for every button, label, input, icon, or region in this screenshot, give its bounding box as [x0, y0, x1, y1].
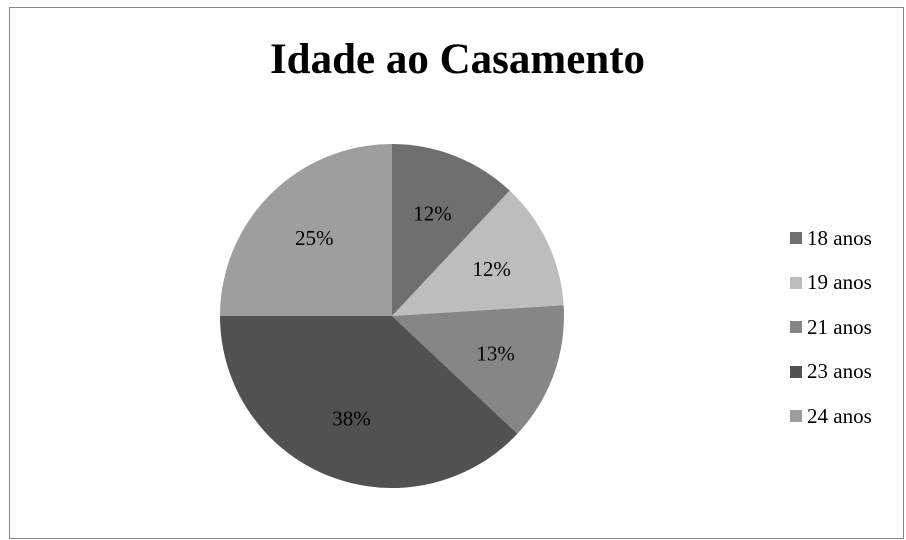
chart-title: Idade ao Casamento: [269, 36, 646, 83]
pie-slice: [392, 144, 510, 316]
legend-label: 24 anos: [807, 403, 872, 428]
legend-item: 19 anos: [790, 261, 872, 306]
legend-swatch: [790, 410, 802, 423]
legend-swatch: [790, 232, 802, 245]
legend-label: 23 anos: [807, 359, 872, 384]
pie-slice: [220, 316, 518, 488]
legend-swatch: [790, 276, 802, 289]
legend-item: 24 anos: [790, 394, 872, 439]
legend: 18 anos 19 anos 21 anos 23 anos 24 anos: [790, 216, 872, 439]
legend-label: 21 anos: [807, 314, 872, 339]
slice-label: 13%: [476, 341, 515, 365]
legend-item: 23 anos: [790, 350, 872, 395]
legend-label: 19 anos: [807, 270, 872, 295]
legend-swatch: [790, 321, 802, 334]
slice-label: 12%: [472, 257, 511, 281]
slice-label: 12%: [413, 202, 452, 226]
pie-slice: [392, 190, 564, 316]
slice-label: 25%: [295, 226, 334, 250]
pie-chart: 12% 12% 13% 38% 25%: [220, 144, 564, 488]
slice-label: 38%: [332, 406, 371, 430]
pie-slice: [392, 305, 564, 434]
pie-slice: [220, 144, 392, 316]
chart-frame: Idade ao Casamento 12% 12% 13% 38% 25% 18 an…: [9, 7, 904, 539]
legend-item: 18 anos: [790, 216, 872, 261]
legend-item: 21 anos: [790, 305, 872, 350]
legend-label: 18 anos: [807, 225, 872, 250]
legend-swatch: [790, 365, 802, 378]
